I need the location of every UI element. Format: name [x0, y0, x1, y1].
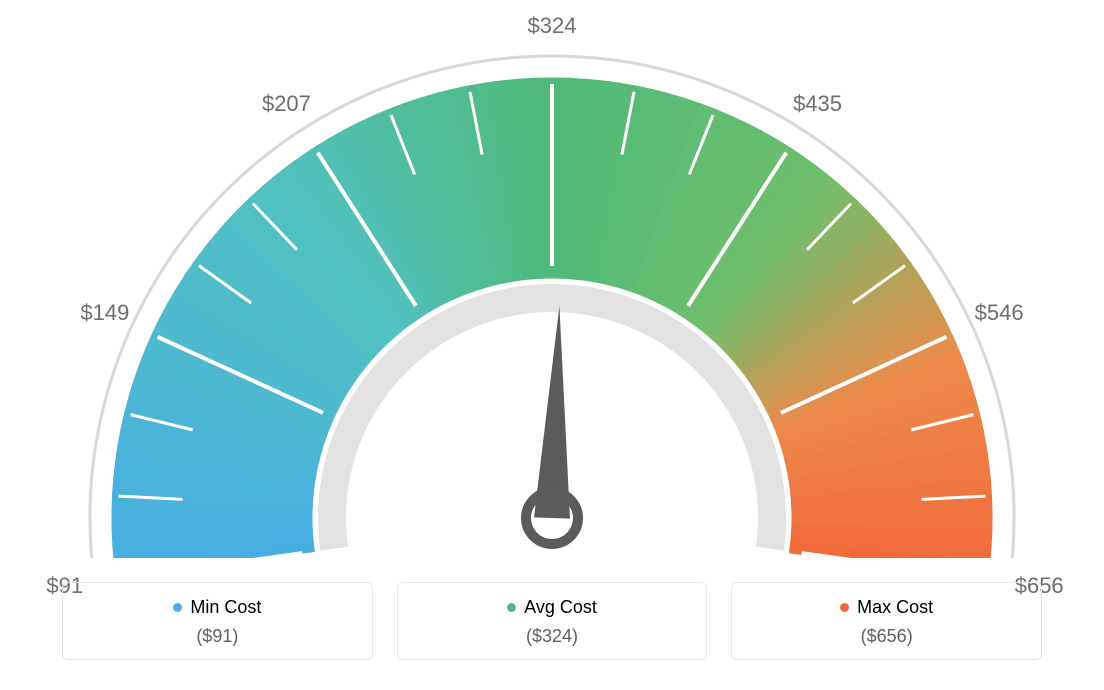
dot-icon — [507, 603, 516, 612]
legend-title-max: Max Cost — [840, 597, 933, 618]
dot-icon — [173, 603, 182, 612]
legend-label: Max Cost — [857, 597, 933, 618]
legend-card-avg: Avg Cost ($324) — [397, 582, 708, 660]
gauge-tick-label: $207 — [262, 91, 311, 117]
gauge-tick-label: $546 — [975, 300, 1024, 326]
legend-value: ($91) — [63, 626, 372, 647]
legend-card-min: Min Cost ($91) — [62, 582, 373, 660]
legend-value: ($656) — [732, 626, 1041, 647]
gauge-svg — [62, 38, 1042, 558]
gauge-tick-label: $435 — [793, 91, 842, 117]
legend-row: Min Cost ($91) Avg Cost ($324) Max Cost … — [62, 582, 1042, 660]
legend-label: Min Cost — [190, 597, 261, 618]
gauge-tick-label: $324 — [528, 13, 577, 39]
legend-value: ($324) — [398, 626, 707, 647]
gauge-tick-label: $149 — [80, 300, 129, 326]
legend-title-min: Min Cost — [173, 597, 261, 618]
legend-label: Avg Cost — [524, 597, 597, 618]
legend-card-max: Max Cost ($656) — [731, 582, 1042, 660]
dot-icon — [840, 603, 849, 612]
cost-gauge: $91$149$207$324$435$546$656 — [62, 38, 1042, 558]
legend-title-avg: Avg Cost — [507, 597, 597, 618]
